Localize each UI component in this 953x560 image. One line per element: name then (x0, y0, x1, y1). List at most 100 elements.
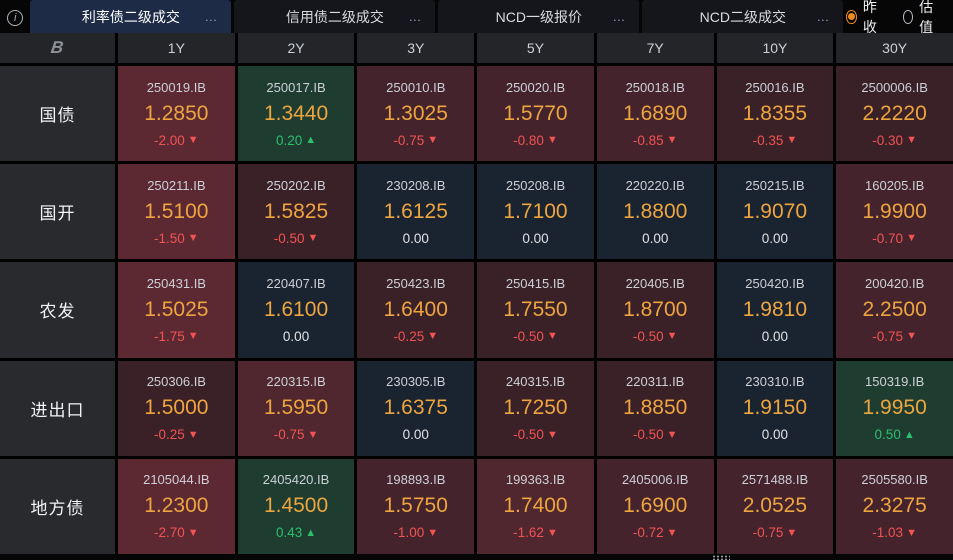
tab-more-icon[interactable]: … (612, 9, 627, 24)
tab-ncd-secondary-trades[interactable]: NCD二级成交… (642, 0, 844, 33)
tab-more-icon[interactable]: … (408, 9, 423, 24)
radio-dot (848, 13, 856, 20)
bond-code: 240315.IB (505, 374, 566, 390)
quote-cell[interactable]: 250211.IB 1.5100 -1.50 ▼ (118, 164, 235, 260)
tab-ncd-primary-quotes[interactable]: NCD一级报价… (438, 0, 640, 33)
bond-code: 198893.IB (386, 472, 446, 488)
bond-code: 220315.IB (266, 374, 326, 390)
quote-cell[interactable]: 250415.IB 1.7550 -0.50 ▼ (477, 262, 594, 358)
up-arrow-icon: ▲ (903, 428, 915, 441)
quote-cell[interactable]: 150319.IB 1.9950 0.50 ▲ (836, 360, 953, 456)
quote-cell[interactable]: 220220.IB 1.8800 0.00 (596, 164, 714, 260)
change-value: -0.50 ▼ (513, 427, 558, 442)
down-arrow-icon: ▼ (666, 330, 678, 343)
change-value: 0.20 ▲ (276, 133, 316, 148)
quote-cell[interactable]: 220407.IB 1.6100 0.00 (237, 262, 355, 358)
quote-cell[interactable]: 230305.IB 1.6375 0.00 (357, 360, 475, 456)
tab-more-icon[interactable]: … (816, 9, 831, 24)
change-number: -1.75 (154, 328, 185, 344)
tenor-column-header: 7Y (596, 33, 714, 63)
quote-cell[interactable]: 230208.IB 1.6125 0.00 (357, 164, 475, 260)
yield-value: 1.3025 (383, 101, 448, 125)
tab-rates-bond-secondary-trades[interactable]: 利率债二级成交… (30, 0, 232, 33)
change-number: 0.00 (402, 230, 429, 246)
change-number: -0.50 (513, 427, 544, 443)
yield-value: 1.7100 (503, 199, 568, 223)
radio-valuation[interactable]: 估值 (902, 0, 939, 37)
yield-value: 1.7250 (503, 396, 568, 420)
change-value: 0.00 (642, 231, 668, 246)
radio-circle-icon (902, 9, 914, 24)
bottom-scrollbar[interactable] (0, 554, 953, 560)
quote-cell[interactable]: 250306.IB 1.5000 -0.25 ▼ (118, 360, 235, 456)
grid-corner-cell: B (0, 33, 115, 63)
bond-code: 230208.IB (386, 177, 446, 193)
bond-code: 2505580.IB (861, 472, 928, 488)
change-value: 0.50 ▲ (875, 427, 915, 442)
scrollbar-grip-icon[interactable] (712, 555, 730, 560)
yield-value: 1.5000 (144, 396, 209, 420)
change-value: 0.00 (522, 231, 548, 246)
quote-cell[interactable]: 2105044.IB 1.2300 -2.70 ▼ (118, 458, 235, 554)
change-number: 0.00 (642, 230, 669, 246)
change-value: -2.00 ▼ (154, 133, 199, 148)
change-number: -0.50 (632, 328, 664, 344)
quote-cell[interactable]: 250019.IB 1.2850 -2.00 ▼ (118, 66, 235, 162)
quote-cell[interactable]: 2571488.IB 2.0525 -0.75 ▼ (716, 458, 834, 554)
bond-type-row-label: 进出口 (0, 360, 115, 456)
yield-value: 1.7550 (503, 297, 568, 321)
tab-credit-bond-secondary-trades[interactable]: 信用债二级成交 … (234, 0, 436, 33)
yield-value: 1.5825 (263, 199, 329, 223)
quote-cell[interactable]: 250018.IB 1.6890 -0.85 ▼ (596, 66, 714, 162)
change-value: 0.43 ▲ (276, 525, 316, 540)
quote-cell[interactable]: 160205.IB 1.9900 -0.70 ▼ (836, 164, 953, 260)
quote-cell[interactable]: 250420.IB 1.9810 0.00 (716, 262, 834, 358)
quote-cell[interactable]: 250017.IB 1.3440 0.20 ▲ (237, 66, 355, 162)
change-number: -0.35 (752, 132, 784, 148)
bond-code: 220407.IB (266, 275, 326, 291)
down-arrow-icon: ▼ (546, 428, 558, 441)
tenor-column-header: 5Y (477, 33, 594, 63)
radio-label: 昨收 (862, 0, 877, 35)
yield-value: 1.7400 (503, 494, 568, 518)
tab-label: 信用债二级成交 (285, 8, 384, 25)
quote-cell[interactable]: 220311.IB 1.8850 -0.50 ▼ (596, 360, 714, 456)
quote-cell[interactable]: 250431.IB 1.5025 -1.75 ▼ (118, 262, 235, 358)
quote-cell[interactable]: 250016.IB 1.8355 -0.35 ▼ (716, 66, 834, 162)
tab-more-icon[interactable]: … (204, 9, 219, 24)
radio-prev-close[interactable]: 昨收 (846, 0, 882, 37)
yield-value: 1.6100 (263, 297, 329, 321)
quote-cell[interactable]: 220405.IB 1.8700 -0.50 ▼ (596, 262, 714, 358)
change-value: -0.50 ▼ (274, 231, 319, 246)
info-button[interactable]: i (0, 8, 30, 26)
change-value: -0.25 ▼ (154, 427, 199, 442)
yield-value: 1.8700 (623, 297, 688, 321)
bond-code: 200420.IB (865, 275, 925, 291)
yield-value: 2.3275 (862, 494, 927, 518)
info-icon: i (7, 9, 24, 26)
bond-type-row-label: 国债 (0, 66, 115, 162)
change-value: -0.72 ▼ (633, 525, 678, 540)
quote-cell[interactable]: 250020.IB 1.5770 -0.80 ▼ (477, 66, 594, 162)
quote-cell[interactable]: 250423.IB 1.6400 -0.25 ▼ (357, 262, 475, 358)
quote-cell[interactable]: 2505580.IB 2.3275 -1.03 ▼ (836, 458, 953, 554)
quote-cell[interactable]: 250208.IB 1.7100 0.00 (477, 164, 594, 260)
bond-type-row-label: 地方债 (0, 458, 115, 554)
quote-cell[interactable]: 199363.IB 1.7400 -1.62 ▼ (477, 458, 594, 554)
quote-cell[interactable]: 200420.IB 2.2500 -0.75 ▼ (836, 262, 953, 358)
quote-cell[interactable]: 220315.IB 1.5950 -0.75 ▼ (237, 360, 355, 456)
quote-cell[interactable]: 250202.IB 1.5825 -0.50 ▼ (237, 164, 355, 260)
bond-code: 2105044.IB (143, 472, 210, 488)
change-number: -0.50 (632, 427, 664, 443)
quote-cell[interactable]: 2405420.IB 1.4500 0.43 ▲ (237, 458, 355, 554)
change-value: -0.85 ▼ (633, 133, 678, 148)
quote-cell[interactable]: 198893.IB 1.5750 -1.00 ▼ (357, 458, 475, 554)
change-number: -0.75 (752, 525, 784, 541)
quote-cell[interactable]: 250010.IB 1.3025 -0.75 ▼ (357, 66, 475, 162)
quote-cell[interactable]: 2405006.IB 1.6900 -0.72 ▼ (596, 458, 714, 554)
quote-cell[interactable]: 240315.IB 1.7250 -0.50 ▼ (477, 360, 594, 456)
quote-cell[interactable]: 250215.IB 1.9070 0.00 (716, 164, 834, 260)
quote-cell[interactable]: 2500006.IB 2.2220 -0.30 ▼ (836, 66, 953, 162)
quote-cell[interactable]: 230310.IB 1.9150 0.00 (716, 360, 834, 456)
bond-code: 2405006.IB (621, 472, 689, 488)
